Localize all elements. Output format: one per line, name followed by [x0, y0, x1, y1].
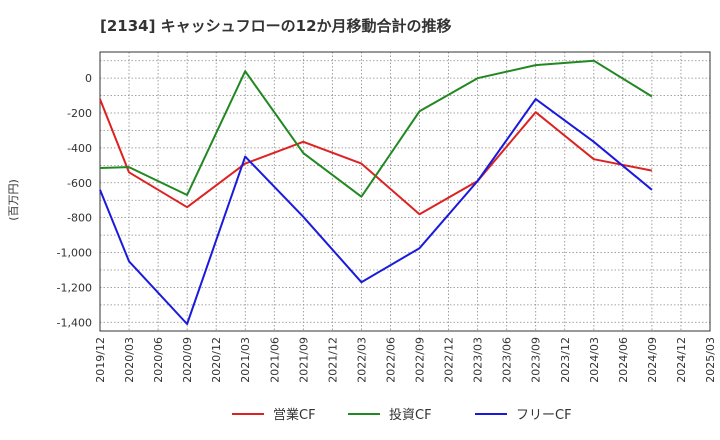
- x-tick-label: 2021/06: [268, 337, 281, 383]
- x-tick-label: 2020/12: [210, 337, 223, 383]
- chart-title: [2134] キャッシュフローの12か月移動合計の推移: [100, 17, 452, 35]
- x-tick-label: 2020/06: [152, 337, 165, 383]
- x-tick-label: 2020/09: [181, 337, 194, 383]
- y-tick-label: -600: [67, 177, 92, 190]
- x-tick-label: 2024/09: [646, 337, 659, 383]
- legend-label: フリーCF: [516, 408, 572, 423]
- series-line-フリーCF: [99, 98, 653, 325]
- x-tick-label: 2024/06: [617, 337, 630, 383]
- x-tick-label: 2022/03: [355, 337, 368, 383]
- x-tick-label: 2020/03: [123, 337, 136, 383]
- legend: 営業CF 投資CF フリーCF: [232, 407, 572, 423]
- x-tick-label: 2022/06: [384, 337, 397, 383]
- x-tick-label: 2021/12: [326, 337, 339, 383]
- x-tick-label: 2021/03: [239, 337, 252, 383]
- plot-area: 0 -200 -400 -600 -800 -1,000 -1,200 -1,4002019/…: [57, 51, 717, 383]
- x-tick-label: 2023/12: [559, 337, 572, 383]
- x-tick-label: 2025/03: [704, 337, 717, 383]
- legend-label: 営業CF: [273, 407, 316, 423]
- x-tick-label: 2024/12: [675, 337, 688, 383]
- x-tick-label: 2019/12: [94, 337, 107, 383]
- x-tick-label: 2023/06: [501, 337, 514, 383]
- plot-background: [100, 52, 710, 331]
- y-tick-label: -400: [67, 142, 92, 155]
- series-line-投資CF: [99, 59, 653, 198]
- x-tick-label: 2023/03: [472, 337, 485, 383]
- y-tick-label: 0: [85, 72, 92, 85]
- y-tick-label: -1,000: [57, 247, 92, 260]
- series-line-営業CF: [99, 98, 653, 216]
- y-tick-label: -1,400: [57, 316, 92, 329]
- x-tick-label: 2022/12: [443, 337, 456, 383]
- y-tick-label: -800: [67, 212, 92, 225]
- y-axis-label: (百万円): [7, 179, 20, 221]
- x-tick-label: 2021/09: [297, 337, 310, 383]
- y-tick-label: -1,200: [57, 281, 92, 294]
- x-tick-label: 2023/09: [530, 337, 543, 383]
- legend-label: 投資CF: [389, 407, 432, 423]
- x-tick-label: 2022/09: [414, 337, 427, 383]
- x-tick-label: 2024/03: [588, 337, 601, 383]
- y-tick-label: -200: [67, 107, 92, 120]
